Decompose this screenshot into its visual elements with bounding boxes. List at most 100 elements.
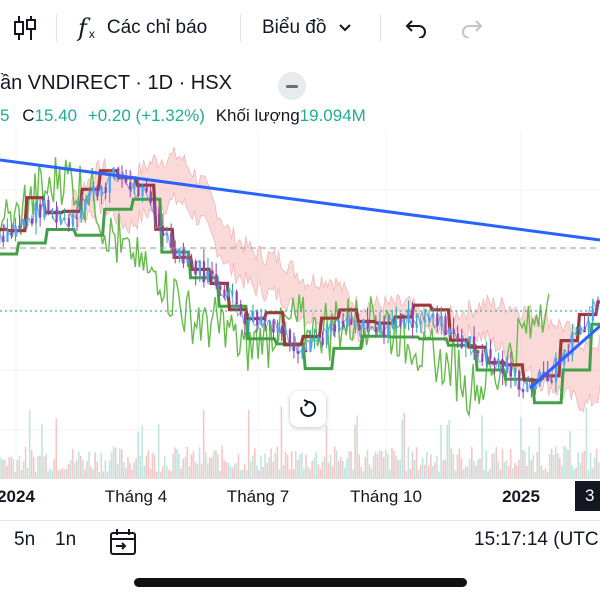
candle-body [149,191,152,203]
refresh-icon [300,399,317,417]
volume-bar [548,453,551,478]
volume-bar [51,470,54,478]
candle-body [546,372,549,382]
range-5d-button[interactable]: 5n [14,529,36,550]
volume-bar [497,460,500,478]
ichimoku-cloud [71,146,600,413]
volume-bar [340,456,342,478]
chart-type-button[interactable]: Biểu đồ [262,0,352,56]
candle-body [174,247,177,258]
volume-bar [358,454,361,478]
time-axis[interactable]: 2024 Tháng 4 Tháng 7 Tháng 10 2025 3 [0,478,600,511]
candles-icon[interactable] [12,0,38,56]
volume-bar [90,466,92,478]
x-tick-thang-10: Tháng 10 [350,487,422,506]
indicators-button[interactable]: f x Các chỉ báo [78,0,207,56]
volume-bar [579,462,582,478]
volume-bar [213,450,215,478]
volume-bar [442,460,444,478]
volume-bar [55,418,58,478]
volume-bar [82,460,84,478]
volume-bar [536,451,539,478]
candle-body [47,199,50,213]
volume-bar [110,452,113,478]
candle-body [464,342,468,348]
collapse-legend-button[interactable] [278,72,306,100]
volume-bar [397,460,399,478]
candle-body [354,324,357,326]
symbol-title[interactable]: ần VNDIRECT · 1D · HSX [0,72,232,94]
volume-bar [16,460,19,478]
volume-bar [317,464,320,478]
reset-chart-button[interactable] [290,391,326,427]
volume-bar [372,455,375,478]
volume-bar [391,447,393,478]
volume-bar [237,454,240,478]
volume-bar [495,447,498,478]
candle-body [272,320,275,333]
volume-bar [174,447,176,478]
candle-body [104,187,107,193]
volume-bar [477,459,479,478]
undo-button[interactable] [404,0,428,56]
trendline-down [0,158,600,242]
volume-bar [542,470,545,478]
candle-body [342,320,345,327]
volume-bar [325,426,328,478]
candle-body [92,185,95,194]
candle-body [505,362,508,373]
candle-body [411,309,414,328]
goto-date-button[interactable] [108,527,138,563]
toolbar-divider [56,14,57,42]
volume-bar [153,454,156,478]
volume-bar [6,465,8,478]
candle-body [202,261,206,282]
candle-body [337,320,341,332]
candle-body [309,342,312,353]
volume-bar [73,462,76,478]
clock-time[interactable]: 15:17:14 (UTC [474,529,599,550]
volume-bar [567,449,569,478]
volume-bar [419,464,422,478]
volume-bar [534,471,537,478]
volume-bar [196,463,199,478]
volume-bar [301,452,303,478]
volume-bar [270,448,273,478]
volume-bar [407,446,410,478]
volume-bar [26,467,29,478]
volume-bar [176,449,178,478]
volume-bar [511,468,514,478]
redo-button[interactable] [460,0,484,56]
volume-bar [35,471,37,478]
candle-body [219,285,222,290]
candle-body [190,259,193,262]
volume-bar [491,454,494,478]
range-1m-button[interactable]: 1n [55,529,77,550]
volume-bar [438,471,440,478]
candle-body [518,371,521,390]
candle-body [346,318,349,327]
candle-body [595,307,599,309]
change-value: +0.20 (+1.32%) [87,106,205,125]
volume-bar [538,427,541,478]
toolbar-divider [240,14,241,42]
volume-bar [168,469,170,478]
candle-body [260,316,263,325]
volume-bar [45,454,47,478]
volume-bar [4,459,6,478]
volume-bar [200,463,203,478]
volume-bar [458,448,461,478]
candle-body [440,316,443,326]
volume-bar [278,469,281,478]
candle-body [305,350,308,353]
ohlc-row: 5 C15.40 +0.20 (+1.32%) Khối lượng19.094… [0,106,366,126]
volume-label: Khối lượng [215,106,300,125]
price-chart[interactable] [0,130,600,478]
ohlc-prefix: 5 [0,106,10,125]
volume-bar [139,455,142,478]
volume-bar [430,454,432,478]
volume-bar [509,449,512,478]
volume-bar [415,447,418,478]
volume-bar [159,471,162,478]
candle-body [55,209,58,223]
